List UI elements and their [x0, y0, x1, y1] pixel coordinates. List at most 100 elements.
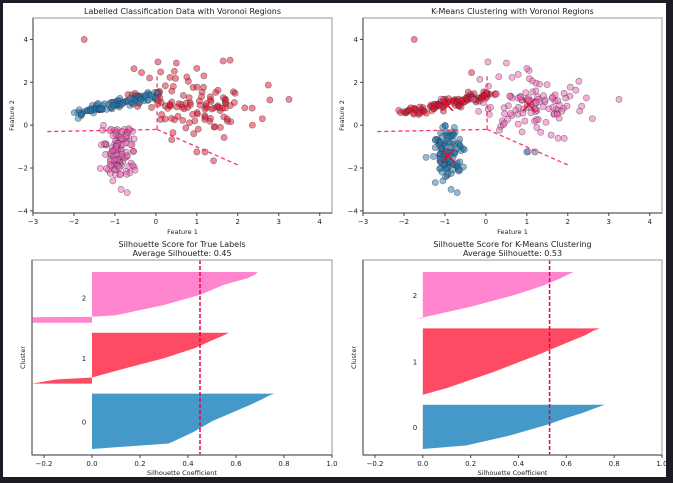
- data-point: [115, 164, 123, 171]
- data-point: [131, 166, 139, 174]
- silhouette-cluster-1: [422, 328, 600, 395]
- cluster-label: 1: [82, 355, 86, 363]
- x-tick-label: 0.0: [86, 460, 97, 468]
- data-point: [183, 73, 191, 81]
- data-point: [525, 96, 533, 104]
- data-point: [518, 128, 526, 136]
- data-point: [506, 92, 514, 100]
- data-point: [475, 107, 483, 115]
- data-point: [87, 107, 95, 115]
- data-point: [148, 104, 155, 111]
- data-point: [431, 179, 439, 187]
- cluster-0-points: [70, 88, 163, 122]
- data-point: [578, 102, 586, 110]
- data-point: [248, 121, 256, 129]
- x-tick-label: 0.0: [417, 460, 428, 468]
- x-tick-label: −1: [440, 218, 450, 226]
- data-point: [130, 135, 138, 143]
- data-point: [562, 94, 570, 102]
- cluster-label: 2: [413, 292, 417, 300]
- data-point: [543, 81, 551, 89]
- data-point: [515, 103, 522, 111]
- data-point: [211, 123, 219, 131]
- data-point: [200, 72, 208, 80]
- data-point: [241, 104, 249, 112]
- data-point: [487, 103, 494, 111]
- x-tick-label: 2: [566, 218, 570, 226]
- data-point: [542, 118, 550, 126]
- voronoi-boundary: [156, 128, 241, 167]
- x-axis-label: Feature 1: [167, 228, 198, 236]
- data-point: [575, 77, 583, 85]
- data-point: [444, 132, 452, 140]
- y-axis-label: Feature 2: [338, 100, 346, 131]
- data-point: [158, 111, 166, 118]
- data-point: [179, 116, 187, 124]
- data-point: [108, 147, 116, 155]
- data-point: [258, 115, 266, 123]
- y-tick-label: −4: [348, 207, 359, 215]
- data-point: [572, 86, 580, 94]
- data-point: [168, 87, 176, 95]
- x-tick-label: 0.2: [465, 460, 476, 468]
- x-tick-label: 0.2: [134, 460, 145, 468]
- data-point: [615, 96, 623, 103]
- y-tick-label: 2: [24, 79, 28, 87]
- data-point: [98, 105, 106, 113]
- data-point: [563, 102, 571, 110]
- centroid-marker: [522, 98, 536, 112]
- data-point: [179, 92, 187, 99]
- data-point: [442, 165, 449, 173]
- x-tick-label: 4: [317, 218, 322, 226]
- data-point: [422, 153, 430, 161]
- data-point: [521, 117, 529, 125]
- data-point: [145, 96, 152, 104]
- x-axis-label: Feature 1: [497, 228, 528, 236]
- x-tick-label: 0: [154, 218, 158, 226]
- x-tick-label: 0.4: [513, 460, 525, 468]
- x-tick-label: 2: [236, 218, 240, 226]
- x-tick-label: 0.6: [230, 460, 242, 468]
- data-point: [500, 104, 508, 112]
- data-point: [137, 96, 145, 104]
- data-point: [190, 130, 198, 138]
- y-axis-label: Cluster: [19, 346, 27, 369]
- chart-title: Labelled Classification Data with Vorono…: [84, 7, 281, 16]
- data-point: [130, 147, 137, 155]
- data-point: [161, 82, 169, 90]
- data-point: [206, 93, 214, 101]
- data-point: [226, 56, 234, 64]
- x-tick-label: −3: [28, 218, 38, 226]
- data-point: [166, 101, 174, 108]
- data-point: [436, 154, 444, 162]
- x-tick-label: 0.8: [278, 460, 289, 468]
- data-point: [222, 96, 229, 104]
- data-point: [124, 91, 132, 99]
- data-point: [508, 73, 516, 81]
- silhouette-cluster-2: [415, 272, 574, 319]
- data-point: [223, 115, 231, 123]
- data-point: [123, 189, 131, 197]
- centroid-marker: [440, 98, 454, 112]
- y-tick-label: 4: [24, 36, 29, 44]
- data-point: [395, 106, 403, 114]
- data-point: [451, 150, 459, 157]
- cluster-1-points: [124, 56, 274, 165]
- y-tick-label: 4: [354, 36, 359, 44]
- data-point: [522, 89, 530, 97]
- data-point: [118, 150, 126, 158]
- chart-subtitle: Average Silhouette: 0.53: [463, 249, 562, 258]
- data-point: [532, 99, 540, 106]
- data-point: [439, 123, 447, 131]
- data-point: [456, 135, 464, 143]
- data-point: [469, 96, 477, 103]
- x-tick-label: 1: [195, 218, 199, 226]
- x-tick-label: 1.0: [656, 460, 666, 468]
- data-point: [468, 69, 475, 77]
- x-tick-label: 0.6: [561, 460, 573, 468]
- voronoi-boundary: [47, 128, 158, 133]
- data-point: [439, 177, 447, 185]
- y-tick-label: 0: [24, 122, 28, 130]
- data-point: [102, 151, 109, 158]
- data-point: [202, 100, 210, 107]
